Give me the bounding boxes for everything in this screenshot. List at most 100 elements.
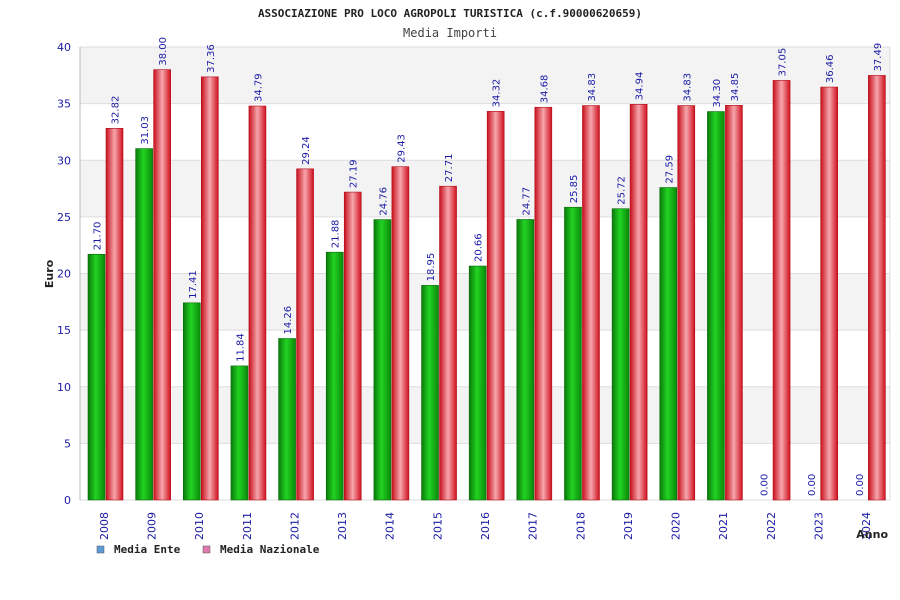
value-label: 34.94 (635, 72, 646, 101)
y-tick-label: 20 (57, 268, 71, 281)
x-axis-label: Anno (856, 528, 888, 541)
x-tick-label: 2022 (765, 512, 778, 540)
bar-media-ente (421, 285, 439, 501)
bar-media-nazionale (868, 75, 886, 501)
value-label: 37.05 (778, 48, 789, 77)
legend-label-media-ente: Media Ente (114, 543, 181, 556)
bar-media-nazionale (725, 105, 743, 501)
x-tick-label: 2024 (860, 512, 873, 540)
y-tick-label: 35 (57, 98, 71, 111)
bar-media-nazionale (200, 76, 219, 501)
bar-media-ente (135, 148, 153, 501)
bar-media-ente (182, 302, 201, 501)
value-label: 34.83 (682, 73, 693, 102)
legend-swatch-media-ente (96, 545, 105, 554)
y-axis-ticks: 0 5 10 15 20 25 30 35 40 (57, 41, 71, 507)
bar-media-nazionale (486, 111, 505, 501)
value-label: 25.85 (569, 175, 580, 204)
x-tick-label: 2008 (98, 512, 111, 540)
bar-media-ente (516, 219, 535, 501)
value-label: 31.03 (140, 116, 151, 145)
legend-label-media-nazionale: Media Nazionale (220, 543, 320, 556)
x-tick-label: 2012 (288, 512, 301, 540)
bar-media-nazionale (105, 128, 124, 501)
y-tick-label: 10 (57, 381, 71, 394)
y-tick-label: 25 (57, 211, 71, 224)
value-label: 34.79 (253, 73, 264, 102)
y-tick-label: 40 (57, 41, 71, 54)
bar-media-nazionale (582, 105, 600, 501)
legend: Media Ente Media Nazionale (96, 543, 320, 556)
chart-title: ASSOCIAZIONE PRO LOCO AGROPOLI TURISTICA… (258, 7, 642, 20)
value-label: 37.36 (206, 44, 217, 73)
value-label: 37.49 (873, 43, 884, 72)
bar-media-ente (707, 111, 725, 501)
bar-media-ente (278, 338, 296, 501)
value-label: 38.00 (158, 37, 169, 66)
bar-media-nazionale (534, 106, 553, 501)
value-label: 27.19 (349, 159, 360, 188)
x-tick-label: 2013 (336, 512, 349, 540)
bar-media-ente (87, 253, 106, 501)
x-tick-label: 2016 (479, 512, 492, 540)
value-label: 27.71 (444, 154, 455, 183)
bar-media-nazionale (153, 69, 171, 501)
value-label: 36.46 (825, 54, 836, 83)
value-label: 0.00 (807, 474, 818, 496)
bar-media-nazionale (248, 105, 267, 501)
value-label: 34.85 (730, 73, 741, 102)
value-label: 17.41 (188, 270, 199, 299)
y-tick-label: 5 (64, 437, 71, 450)
y-tick-label: 0 (64, 494, 71, 507)
value-label: 34.68 (539, 75, 550, 104)
value-label: 24.77 (521, 187, 532, 216)
x-tick-label: 2010 (193, 512, 206, 540)
value-label: 21.88 (331, 220, 342, 249)
bar-media-ente (564, 206, 582, 501)
value-label: 34.30 (712, 79, 723, 108)
x-tick-label: 2019 (622, 512, 635, 540)
x-tick-label: 2009 (145, 512, 158, 540)
bar-media-nazionale (439, 185, 457, 501)
bar-media-nazionale (772, 80, 791, 501)
value-label: 20.66 (474, 233, 485, 262)
value-label: 21.70 (93, 222, 104, 251)
bars (87, 69, 886, 501)
x-tick-label: 2017 (527, 512, 540, 540)
value-label: 27.59 (664, 155, 675, 184)
x-tick-label: 2014 (384, 512, 397, 540)
value-label: 29.43 (396, 134, 407, 163)
bar-media-nazionale (343, 191, 362, 501)
bar-media-nazionale (391, 166, 410, 501)
y-tick-label: 30 (57, 154, 71, 167)
value-label: 25.72 (617, 176, 628, 205)
bar-media-nazionale (296, 168, 314, 501)
value-label: 0.00 (760, 474, 771, 496)
value-label: 32.82 (111, 96, 122, 125)
bar-media-nazionale (820, 86, 839, 501)
x-tick-label: 2018 (574, 512, 587, 540)
y-axis-label: Euro (43, 259, 56, 288)
y-tick-label: 15 (57, 324, 71, 337)
value-label: 34.83 (587, 73, 598, 102)
bar-media-ente (611, 208, 630, 501)
x-tick-label: 2023 (813, 512, 826, 540)
value-label: 29.24 (301, 136, 312, 165)
x-tick-label: 2021 (717, 512, 730, 540)
bar-media-ente (468, 265, 487, 501)
value-labels: 21.70 32.82 31.03 38.00 17.41 37.36 11.84 34.79… (93, 37, 884, 496)
bar-media-ente (230, 365, 249, 501)
legend-swatch-media-nazionale (202, 545, 211, 554)
x-axis-ticks: 2008 2009 2010 2011 2012 2013 2014 2015 2016 2017… (98, 512, 873, 540)
value-label: 34.32 (492, 79, 503, 108)
chart-subtitle: Media Importi (403, 26, 497, 40)
x-tick-label: 2011 (241, 512, 254, 540)
value-label: 24.76 (378, 187, 389, 216)
bar-media-ente (659, 187, 678, 501)
x-tick-label: 2020 (670, 512, 683, 540)
bar-media-ente (325, 251, 344, 501)
value-label: 18.95 (426, 253, 437, 282)
bar-media-nazionale (629, 104, 648, 501)
bar-media-nazionale (677, 105, 696, 501)
